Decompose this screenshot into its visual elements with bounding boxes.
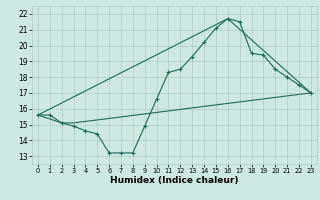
X-axis label: Humidex (Indice chaleur): Humidex (Indice chaleur)	[110, 176, 239, 185]
